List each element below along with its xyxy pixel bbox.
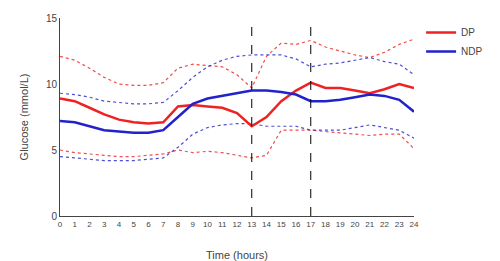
svg-text:9: 9: [191, 220, 196, 229]
svg-text:3: 3: [102, 220, 107, 229]
svg-text:10: 10: [46, 79, 58, 90]
svg-text:2: 2: [87, 220, 92, 229]
svg-text:20: 20: [351, 220, 360, 229]
svg-text:10: 10: [203, 220, 212, 229]
svg-text:Glucose (mmol/L): Glucose (mmol/L): [18, 74, 30, 161]
svg-text:0: 0: [51, 211, 57, 222]
svg-text:15: 15: [46, 13, 58, 24]
svg-text:NDP: NDP: [461, 46, 482, 57]
svg-text:Time (hours): Time (hours): [206, 249, 268, 261]
svg-text:11: 11: [218, 220, 227, 229]
svg-text:7: 7: [161, 220, 166, 229]
svg-text:17: 17: [306, 220, 315, 229]
svg-text:14: 14: [262, 220, 271, 229]
svg-text:8: 8: [176, 220, 181, 229]
svg-text:23: 23: [395, 220, 404, 229]
svg-text:13: 13: [247, 220, 256, 229]
svg-text:16: 16: [292, 220, 301, 229]
svg-text:12: 12: [233, 220, 242, 229]
svg-text:5: 5: [51, 145, 57, 156]
svg-text:19: 19: [336, 220, 345, 229]
svg-text:1: 1: [73, 220, 78, 229]
svg-text:4: 4: [117, 220, 122, 229]
svg-text:24: 24: [410, 220, 419, 229]
svg-text:21: 21: [365, 220, 374, 229]
svg-text:0: 0: [58, 220, 63, 229]
svg-text:DP: DP: [461, 27, 475, 38]
svg-text:5: 5: [132, 220, 137, 229]
svg-text:22: 22: [380, 220, 389, 229]
svg-text:6: 6: [146, 220, 151, 229]
svg-text:18: 18: [321, 220, 330, 229]
svg-text:15: 15: [277, 220, 286, 229]
